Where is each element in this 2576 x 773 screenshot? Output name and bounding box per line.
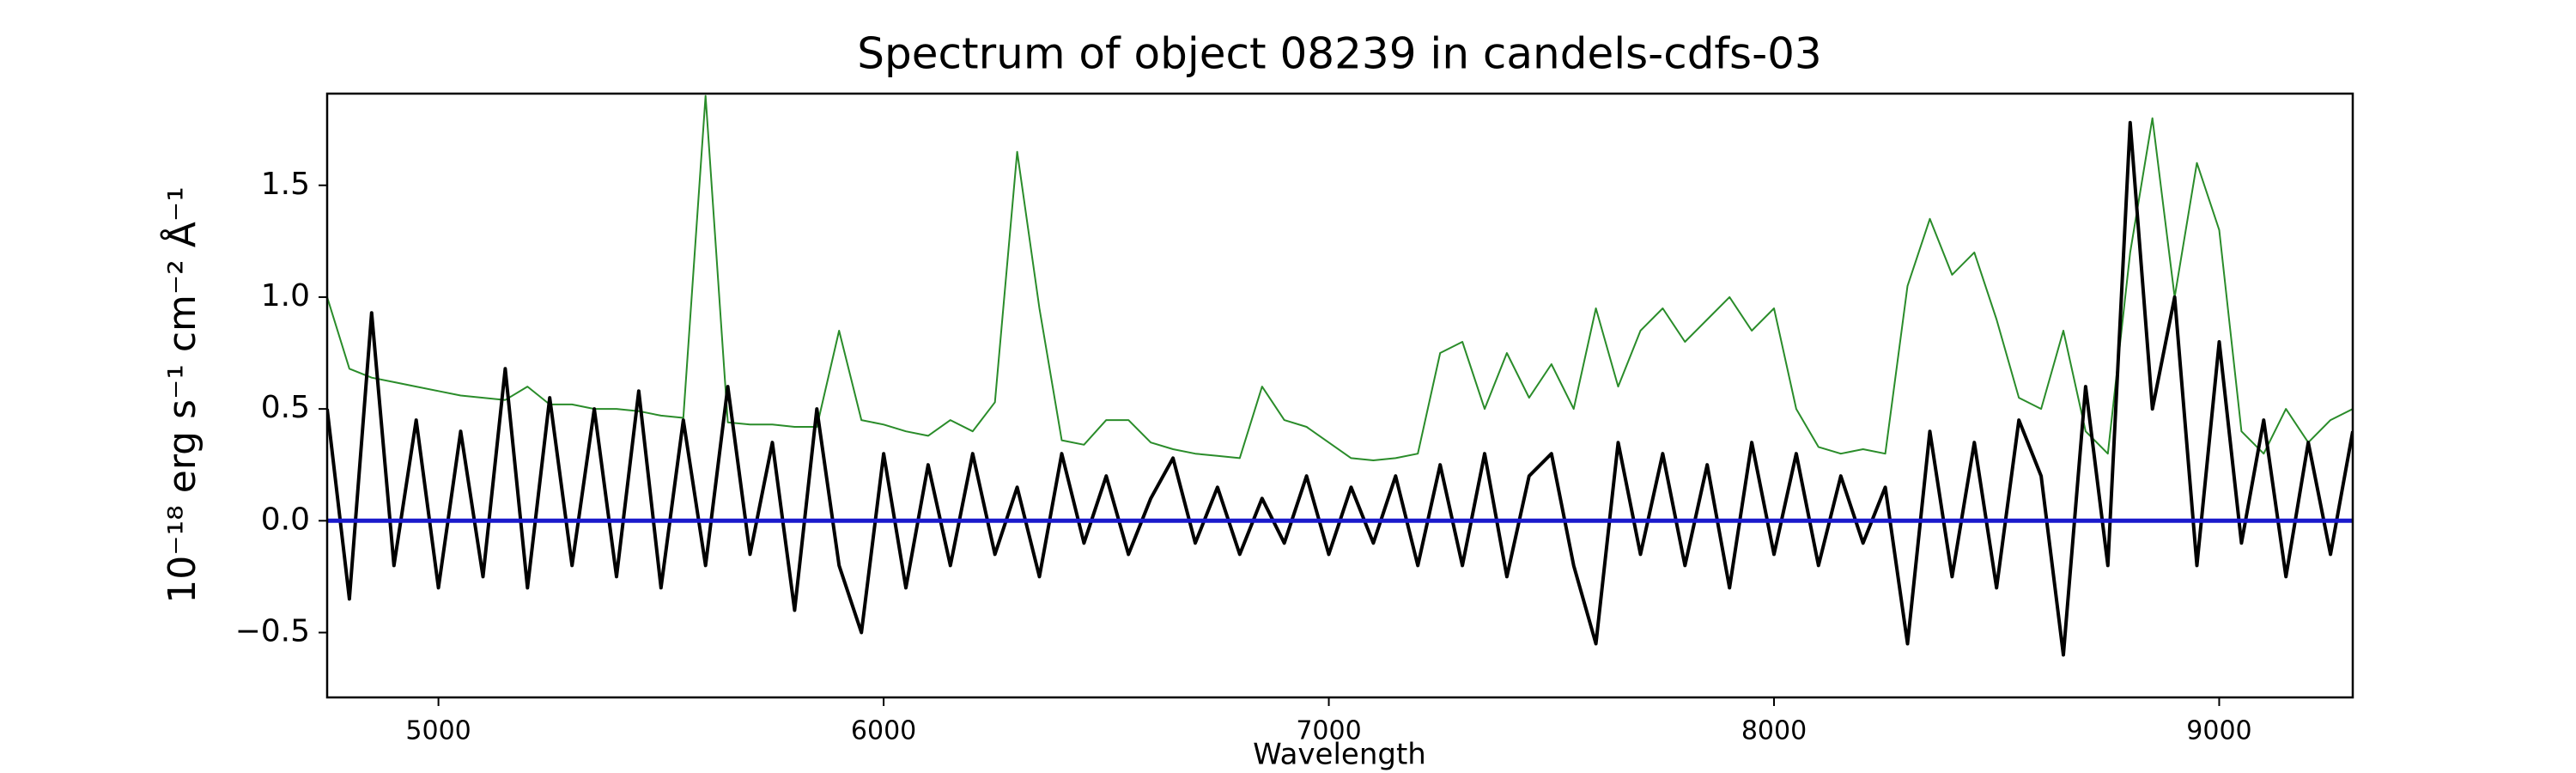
y-tick-label: −0.5: [235, 613, 310, 648]
y-axis-label: 10⁻¹⁸ erg s⁻¹ cm⁻² Å⁻¹: [159, 186, 204, 603]
axes-frame: [325, 92, 2354, 699]
x-tick-label: 5000: [405, 716, 471, 746]
y-tick-label: 0.0: [261, 502, 310, 537]
y-tick-label: 0.5: [261, 390, 310, 425]
y-tick-label: 1.5: [261, 167, 310, 202]
x-tick-label: 8000: [1741, 716, 1807, 746]
chart-title: Spectrum of object 08239 in candels-cdfs…: [857, 29, 1822, 79]
x-tick-label: 7000: [1296, 716, 1361, 746]
y-tick-label: 1.0: [261, 278, 310, 313]
x-tick-label: 9000: [2186, 716, 2251, 746]
spectrum-line: [327, 94, 2353, 461]
spectrum-line: [327, 120, 2353, 657]
plot-area: [327, 94, 2353, 657]
x-axis-label: Wavelength: [1253, 738, 1426, 772]
x-tick-label: 6000: [851, 716, 916, 746]
